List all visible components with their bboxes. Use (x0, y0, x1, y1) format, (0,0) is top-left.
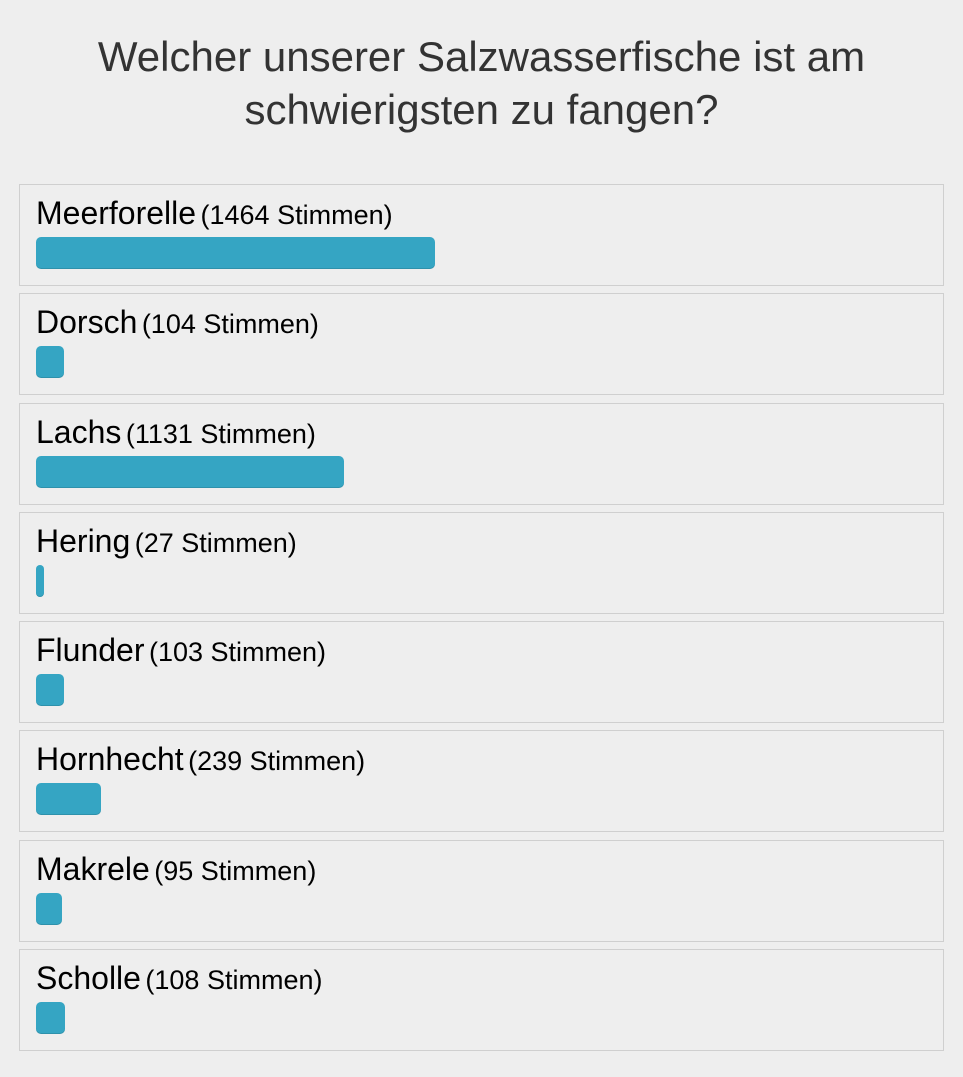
option-label: Hering (36, 522, 131, 559)
bar-track (36, 783, 927, 816)
poll-option: Meerforelle (1464 Stimmen) (19, 184, 944, 286)
option-votes: (27 Stimmen) (134, 527, 297, 558)
option-label: Flunder (36, 632, 145, 669)
option-header: Flunder (103 Stimmen) (36, 632, 326, 670)
option-votes: (104 Stimmen) (141, 309, 319, 340)
poll-option: Flunder (103 Stimmen) (19, 621, 944, 724)
option-header: Scholle (108 Stimmen) (36, 960, 322, 998)
bar-track (36, 1002, 927, 1035)
option-votes: (103 Stimmen) (148, 637, 327, 668)
poll-option: Scholle (108 Stimmen) (19, 949, 944, 1052)
vote-bar (36, 674, 64, 707)
option-label: Makrele (36, 850, 150, 887)
option-label: Dorsch (36, 304, 138, 341)
bar-track (36, 564, 927, 597)
vote-bar (36, 564, 44, 597)
poll-title: Welcher unserer Salzwasserfische ist am … (97, 33, 866, 133)
option-votes: (108 Stimmen) (145, 965, 323, 996)
option-label: Meerforelle (36, 195, 197, 231)
vote-bar (36, 1002, 65, 1035)
option-votes: (239 Stimmen) (188, 746, 366, 777)
option-label: Scholle (36, 960, 141, 997)
poll-option: Hornhecht (239 Stimmen) (19, 730, 944, 833)
vote-bar (36, 892, 62, 925)
option-header: Dorsch (104 Stimmen) (36, 304, 319, 342)
bar-track (36, 346, 927, 379)
bar-track (36, 237, 927, 269)
vote-bar (36, 346, 64, 379)
option-label: Hornhecht (36, 741, 184, 778)
poll-option: Hering (27 Stimmen) (19, 511, 944, 614)
option-votes: (1464 Stimmen) (200, 200, 393, 230)
bar-track (36, 455, 927, 488)
vote-bar (36, 237, 435, 269)
option-header: Lachs (1131 Stimmen) (36, 414, 316, 452)
option-header: Hering (27 Stimmen) (36, 523, 297, 561)
poll-option: Lachs (1131 Stimmen) (19, 402, 944, 505)
bar-track (36, 674, 927, 707)
option-votes: (1131 Stimmen) (125, 418, 316, 449)
option-header: Makrele (95 Stimmen) (36, 851, 316, 889)
poll-options-list: Meerforelle (1464 Stimmen) Dorsch (104 S… (19, 184, 944, 1058)
poll-option: Makrele (95 Stimmen) (19, 839, 944, 942)
vote-bar (36, 455, 344, 488)
poll-option: Dorsch (104 Stimmen) (19, 293, 944, 396)
option-header: Hornhecht (239 Stimmen) (36, 741, 365, 779)
vote-bar (36, 783, 101, 816)
option-label: Lachs (36, 413, 122, 450)
bar-track (36, 892, 927, 925)
option-header: Meerforelle (1464 Stimmen) (36, 195, 393, 233)
option-votes: (95 Stimmen) (154, 855, 317, 886)
